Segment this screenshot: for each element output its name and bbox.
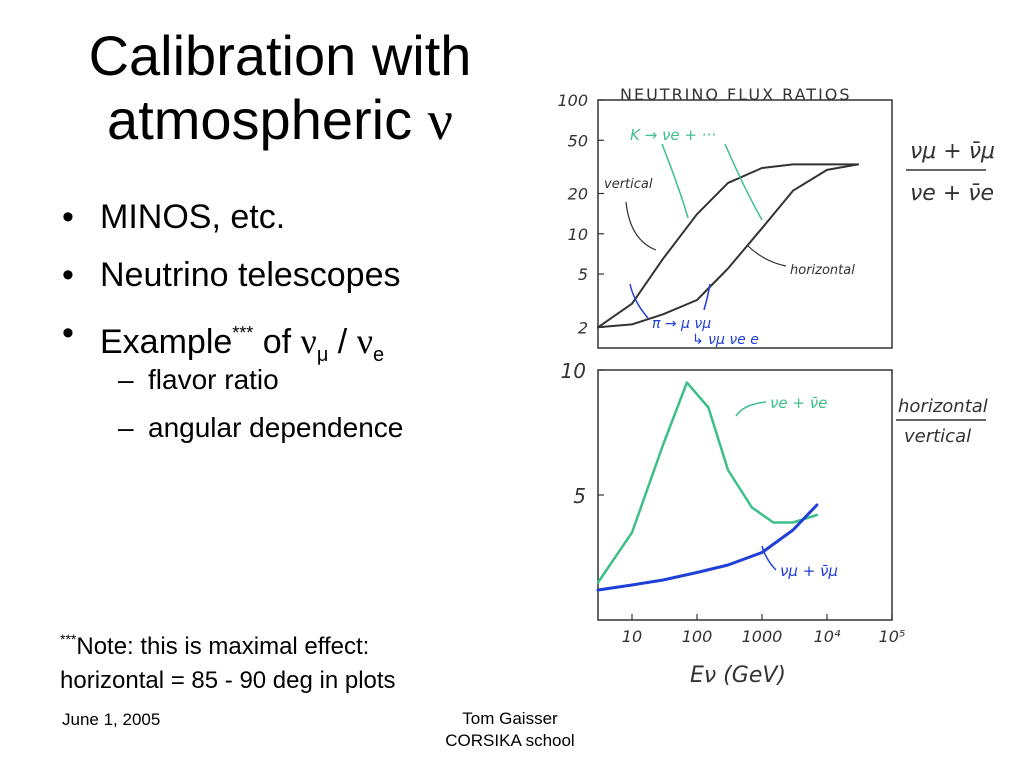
x-axis-label: Eν (GeV) [690, 663, 786, 688]
footnote: ***Note: this is maximal effect: horizon… [60, 622, 396, 698]
horizontal-curve [597, 163, 859, 329]
nu-e-series-label: νe + ν̄e [770, 394, 827, 412]
bullet-list: MINOS, etc. Neutrino telescopes Example*… [60, 188, 401, 384]
kaon-arrow-vertical [661, 143, 689, 219]
title-nu-symbol: ν [427, 90, 453, 152]
top-y-tick-label: 20 [568, 185, 588, 204]
top-plot-frame [597, 99, 893, 349]
sub-bullet-angular: angular dependence [118, 404, 403, 452]
bottom-y-tick-label: 10 [561, 359, 586, 383]
footnote-line-2: horizontal = 85 - 90 deg in plots [60, 667, 396, 694]
title-line-1: Calibration with [88, 24, 472, 87]
top-y-tick-label: 2 [578, 318, 588, 337]
nu-mu-symbol: ν [300, 321, 317, 361]
footnote-text-1: Note: this is maximal effect: [76, 633, 370, 660]
bullet-example: Example*** of νμ / νe [60, 304, 401, 384]
bottom-x-tick-label: 10⁵ [879, 627, 906, 646]
footnote-line-1: ***Note: this is maximal effect: [60, 622, 396, 664]
vertical-pointer [625, 201, 657, 251]
nu-mu-series-label: νμ + ν̄μ [780, 562, 838, 580]
bullet-telescopes: Neutrino telescopes [60, 246, 401, 304]
slash: / [328, 323, 357, 361]
footer-date: June 1, 2005 [62, 710, 161, 729]
bottom-ratio-numerator: horizontal [898, 396, 988, 417]
mu-subscript: μ [316, 344, 329, 366]
bottom-x-tick-label: 10 [622, 627, 642, 646]
nu-mu-ratio-curve [596, 503, 819, 592]
nu-e-ratio-curve [596, 381, 819, 584]
footnote-asterisks: *** [60, 631, 77, 647]
sub-bullet-list: flavor ratio angular dependence [118, 356, 403, 452]
bullet-example-asterisks: *** [232, 323, 254, 343]
footer-author: Tom Gaisser CORSIKA school [430, 708, 590, 752]
bottom-ratio-denominator: vertical [904, 426, 971, 447]
slide-title: Calibration with atmospheric ν [40, 24, 520, 153]
top-ratio-denominator: νe + ν̄e [910, 181, 994, 206]
bullet-minos: MINOS, etc. [60, 188, 401, 246]
bottom-y-tick-label: 5 [573, 484, 586, 508]
kaon-annotation: K → νe + ··· [630, 126, 716, 144]
bullet-example-of: of [253, 323, 301, 361]
top-ratio-numerator: νμ + ν̄μ [910, 139, 995, 164]
vertical-label: vertical [604, 177, 653, 192]
top-y-tick-label: 5 [578, 265, 588, 284]
top-y-tick-label: 100 [557, 91, 588, 110]
nu-mu-pointer [761, 545, 777, 571]
footer-author-name: Tom Gaisser [462, 709, 558, 728]
title-line-2: atmospheric ν [40, 88, 520, 153]
muon-arrow [703, 283, 711, 311]
top-chart-title: NEUTRINO FLUX RATIOS [620, 85, 852, 104]
nu-e-symbol: ν [356, 321, 373, 361]
flux-ratio-charts: NEUTRINO FLUX RATIOS 2 5 10 20 50 100 K → νe + … [557, 85, 995, 688]
sub-bullet-flavor: flavor ratio [118, 356, 403, 404]
top-y-tick-label: 50 [568, 131, 588, 150]
top-y-tick-label: 10 [568, 225, 588, 244]
nu-e-pointer [735, 401, 767, 417]
horizontal-pointer [747, 245, 787, 267]
e-subscript: e [372, 344, 385, 366]
bullet-example-text: Example [100, 323, 233, 361]
footer-event: CORSIKA school [445, 731, 575, 750]
title-text-2: atmospheric [107, 88, 428, 151]
bottom-x-tick-label: 100 [682, 627, 713, 646]
bottom-x-tick-label: 1000 [742, 627, 783, 646]
kaon-arrow-horizontal [724, 143, 763, 221]
pion-annotation: π → μ νμ [652, 316, 711, 332]
muon-decay-annotation: ↳ νμ νe e [692, 332, 759, 348]
bottom-x-tick-label: 10⁴ [814, 627, 841, 646]
horizontal-label: horizontal [790, 263, 855, 278]
vertical-curve [597, 163, 859, 329]
pion-arrow [629, 283, 649, 319]
